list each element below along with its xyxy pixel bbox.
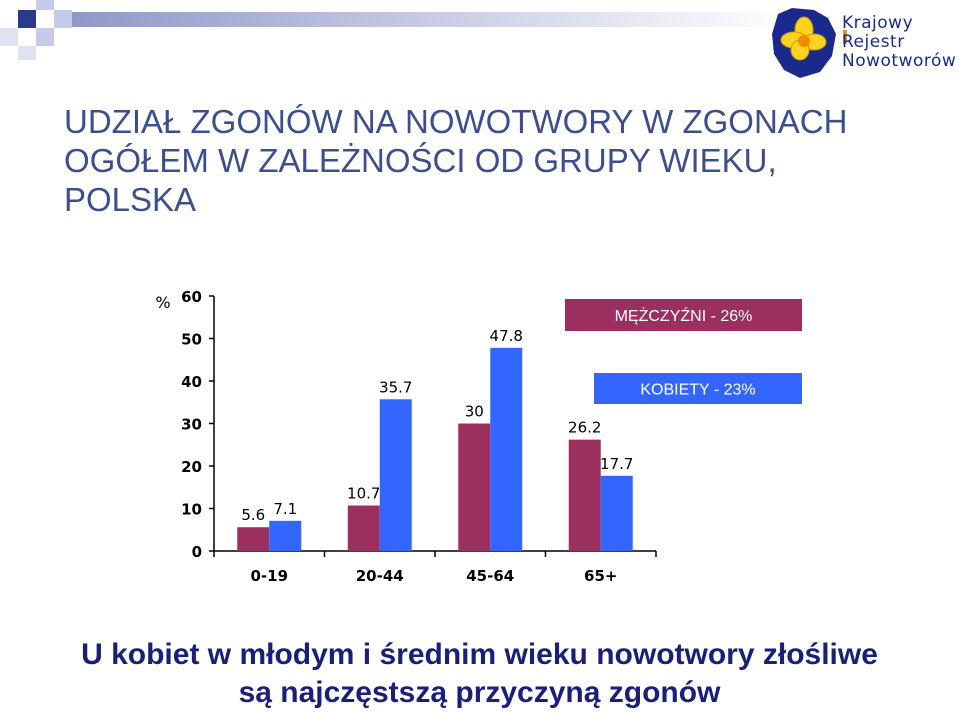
legend-male-box — [565, 299, 802, 331]
footer-line-2: są najczęstszą przyczyną zgonów — [238, 676, 721, 709]
bar-chart: 0 10 20 30 40 50 60% 5.6 7.1 0-19 10.7 35.7 20-44 30 4… — [155, 288, 802, 585]
logo-text: Krajowy Rejestr Nowotworów — [842, 14, 956, 71]
bar — [269, 520, 302, 551]
x-tick-label: 45-64 — [466, 567, 514, 585]
bar — [379, 399, 412, 551]
data-label: 30 — [465, 403, 484, 421]
x-tick-label: 65+ — [584, 567, 617, 585]
y-tick-label: 60 — [181, 288, 202, 306]
bar — [600, 475, 633, 551]
data-label: 47.8 — [490, 327, 523, 345]
bar — [568, 439, 601, 551]
y-tick-label: 10 — [181, 501, 202, 519]
legend-female-box — [594, 373, 802, 404]
decorative-header-pattern — [0, 0, 792, 60]
logo-line-2: Rejestr — [842, 32, 905, 52]
page-title: UDZIAŁ ZGONÓW NA NOWOTWORY W ZGONACH OGÓ… — [64, 103, 848, 218]
logo-icon — [772, 8, 847, 78]
data-label: 17.7 — [600, 455, 633, 473]
legend-female-label: KOBIETY - 23% — [640, 382, 755, 399]
data-label: 26.2 — [568, 419, 601, 437]
bar — [237, 527, 270, 551]
data-label: 10.7 — [347, 485, 380, 503]
footer-caption: U kobiet w młodym i średnim wieku nowotw… — [0, 636, 959, 712]
x-tick-label: 20-44 — [356, 567, 404, 585]
bar — [458, 423, 491, 551]
y-tick-label: 40 — [181, 373, 202, 391]
bar — [490, 347, 523, 551]
logo-line-1: Krajowy — [842, 13, 914, 33]
data-label: 5.6 — [241, 506, 265, 524]
y-tick-label: 0 — [192, 543, 202, 561]
data-label: 7.1 — [273, 500, 297, 518]
bar — [347, 505, 380, 551]
x-tick-label: 0-19 — [250, 567, 288, 585]
legend-male-label: MĘŻCZYŹNI - 26% — [615, 306, 753, 325]
logo-line-3: Nowotworów — [842, 51, 957, 71]
y-tick-label: 20 — [181, 458, 202, 476]
y-tick-label: 30 — [181, 416, 202, 434]
y-axis-label: % — [155, 293, 170, 312]
footer-line-1: U kobiet w młodym i średnim wieku nowotw… — [81, 638, 878, 671]
data-label: 35.7 — [379, 378, 412, 396]
y-tick-label: 50 — [181, 331, 202, 349]
